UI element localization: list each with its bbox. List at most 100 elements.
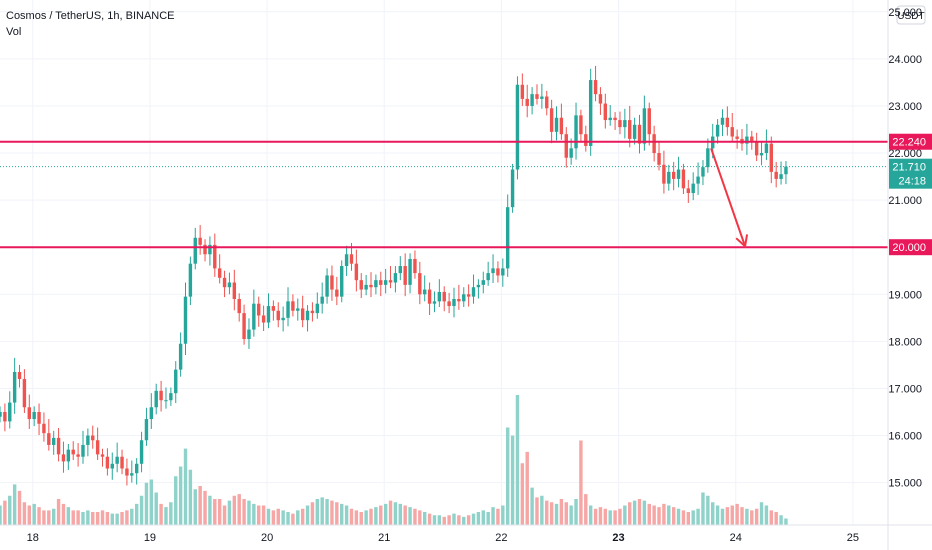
- y-tick-label: 25.000: [888, 7, 922, 19]
- candle-body: [588, 80, 593, 146]
- candle-body: [330, 275, 334, 290]
- candle-body: [237, 298, 241, 314]
- candle-body: [452, 298, 456, 307]
- volume-bar: [354, 510, 359, 525]
- volume-bar: [520, 463, 525, 525]
- volume-bar: [652, 505, 656, 525]
- candle-body: [628, 120, 632, 139]
- candle-body: [764, 143, 769, 154]
- candle-body: [22, 379, 27, 408]
- volume-bar: [437, 515, 442, 525]
- volume-bar: [637, 499, 642, 525]
- y-tick-label: 18.000: [888, 336, 922, 348]
- volume-bar: [598, 507, 603, 525]
- candle-body: [0, 411, 2, 417]
- volume-bar: [418, 510, 422, 525]
- candle-body: [291, 301, 295, 311]
- volume-bar: [12, 484, 17, 525]
- candle-body: [359, 280, 363, 290]
- volume-bar: [505, 427, 510, 525]
- candle-body: [86, 435, 90, 445]
- volume-bar: [305, 505, 310, 525]
- volume-bar: [257, 505, 261, 525]
- volume-bar: [56, 499, 61, 525]
- candle-body: [349, 254, 354, 264]
- volume-bar: [208, 495, 212, 525]
- x-tick-label: 24: [730, 532, 742, 544]
- volume-bar: [139, 495, 144, 525]
- currency-box[interactable]: [896, 5, 926, 25]
- volume-bar: [291, 513, 295, 525]
- volume-bar: [242, 499, 246, 525]
- volume-bar: [281, 510, 285, 525]
- annotation-arrow-line[interactable]: [710, 147, 747, 247]
- symbol-title[interactable]: Cosmos / TetherUS, 1h, BINANCE: [6, 10, 175, 22]
- volume-bar: [159, 503, 163, 525]
- volume-bar: [593, 508, 598, 525]
- volume-bar: [47, 510, 51, 525]
- candle-body: [540, 96, 544, 99]
- candle-body: [754, 141, 759, 156]
- volume-bar: [671, 507, 676, 525]
- candle-body: [335, 289, 339, 297]
- volume-bar: [491, 507, 495, 525]
- candle-body: [413, 258, 417, 274]
- candle-body: [466, 294, 471, 297]
- volume-bar: [759, 502, 764, 525]
- candle-body: [462, 294, 466, 302]
- candle-body: [213, 244, 217, 269]
- volume-bar: [369, 508, 373, 525]
- candle-body: [647, 108, 651, 135]
- candle-body: [574, 115, 578, 149]
- volume-bar: [227, 500, 232, 525]
- candle-body: [501, 268, 505, 276]
- candle-body: [3, 411, 7, 422]
- volume-bar: [584, 494, 588, 525]
- volume-bar: [779, 515, 783, 525]
- candle-body: [784, 166, 788, 175]
- candle-body: [759, 153, 764, 156]
- candle-body: [671, 171, 676, 179]
- candle-body: [632, 124, 637, 139]
- volume-bar: [427, 513, 432, 525]
- candle-body: [618, 120, 622, 128]
- volume-bar: [296, 510, 300, 525]
- candle-body: [130, 473, 134, 476]
- volume-bar: [413, 508, 417, 525]
- volume-bar: [266, 508, 271, 525]
- volume-bar: [740, 507, 744, 525]
- volume-bar: [247, 500, 251, 525]
- volume-bar: [66, 507, 71, 525]
- volume-bar: [657, 507, 661, 525]
- candle-body: [144, 419, 149, 441]
- volume-bar: [549, 502, 554, 525]
- annotation-arrow-head: [735, 234, 749, 249]
- volume-bar: [422, 512, 427, 525]
- current-price-tag[interactable]: [889, 158, 932, 189]
- volume-bar: [735, 503, 739, 525]
- candle-body: [344, 254, 349, 267]
- candle-body: [115, 456, 119, 464]
- candle-body: [203, 244, 207, 255]
- candle-body: [735, 136, 739, 139]
- candle-body: [247, 329, 251, 340]
- volume-bar: [784, 518, 788, 525]
- volume-bar: [61, 503, 66, 525]
- volume-bar: [364, 510, 368, 525]
- candle-body: [442, 291, 446, 302]
- level-price-tag[interactable]: [889, 239, 932, 256]
- candle-body: [535, 94, 539, 99]
- volume-bar: [383, 503, 388, 525]
- volume-label[interactable]: Vol: [6, 26, 22, 38]
- volume-bar: [447, 515, 451, 525]
- candle-body: [667, 171, 671, 184]
- volume-bar: [403, 505, 407, 525]
- volume-bar: [754, 508, 759, 525]
- volume-bar: [310, 502, 315, 525]
- candle-body: [183, 296, 188, 344]
- candle-body: [261, 315, 266, 323]
- level-price-tag[interactable]: [889, 133, 932, 150]
- volume-bar: [603, 508, 608, 525]
